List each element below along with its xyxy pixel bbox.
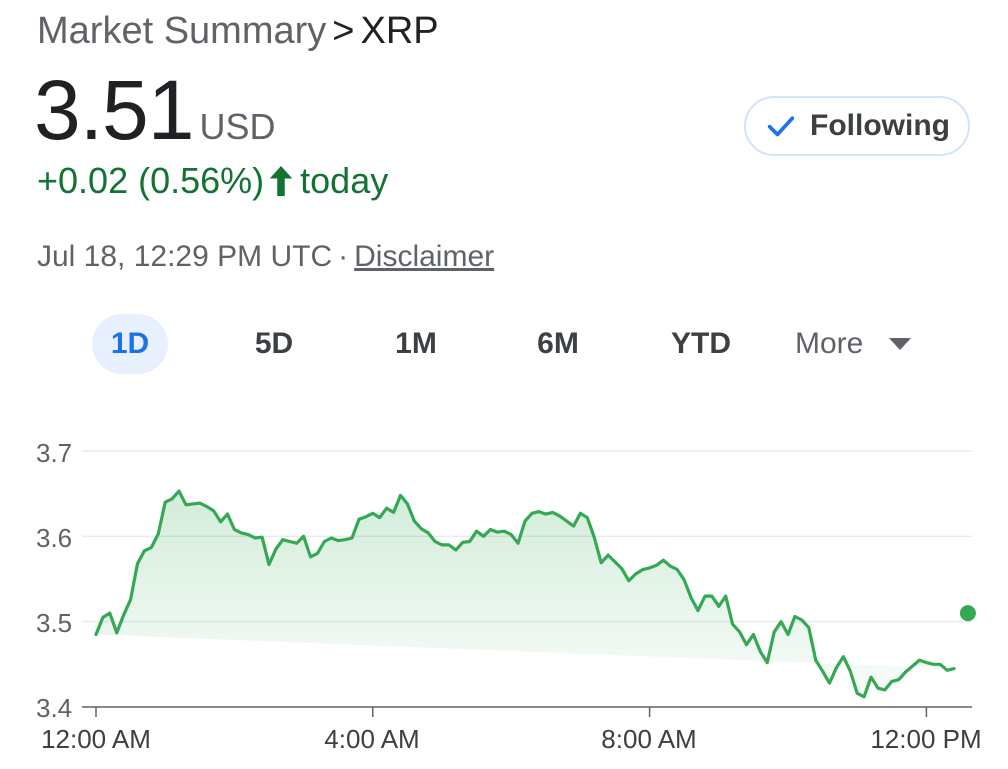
y-tick-label: 3.4 <box>36 693 72 723</box>
price-row: 3.51 USD <box>34 62 276 158</box>
chart-price-line[interactable] <box>94 489 956 699</box>
tab-more-label: More <box>795 327 864 360</box>
y-tick-label: 3.5 <box>36 608 72 638</box>
check-icon <box>767 116 795 137</box>
timestamp-separator: · <box>338 240 349 273</box>
price-change-row: +0.02 (0.56%) today <box>37 158 388 204</box>
caret-down-icon <box>889 338 912 350</box>
breadcrumb-market-summary-link[interactable]: Market Summary <box>37 10 327 52</box>
tab-1d[interactable]: 1D <box>92 314 168 374</box>
price-change-value: +0.02 (0.56%) <box>37 160 265 201</box>
tab-ytd[interactable]: YTD <box>671 327 731 360</box>
chart-area-fill <box>96 491 955 697</box>
y-tick-label: 3.7 <box>36 438 72 468</box>
breadcrumb: Market Summary > XRP <box>37 8 439 54</box>
arrow-up-icon <box>269 166 293 196</box>
following-button-label: Following <box>810 109 950 142</box>
x-tick-label: 12:00 PM <box>870 724 981 754</box>
x-tick-label: 8:00 AM <box>601 724 696 754</box>
chart-x-axis-ticks <box>95 707 928 717</box>
breadcrumb-separator: > <box>332 10 355 52</box>
tab-6m[interactable]: 6M <box>537 327 579 360</box>
tab-more-dropdown[interactable]: More <box>795 314 925 374</box>
quote-timestamp: Jul 18, 12:29 PM UTC <box>37 240 333 273</box>
disclaimer-link[interactable]: Disclaimer <box>354 240 495 273</box>
tab-1m[interactable]: 1M <box>395 327 437 360</box>
chart-x-axis-labels: 12:00 AM 4:00 AM 8:00 AM 12:00 PM <box>41 724 982 754</box>
current-price: 3.51 <box>34 63 194 157</box>
x-tick-label: 12:00 AM <box>41 724 151 754</box>
y-tick-label: 3.6 <box>36 523 72 553</box>
price-chart: 3.7 3.6 3.5 3.4 12:00 AM 4:00 AM 8:00 AM… <box>36 438 982 754</box>
x-tick-label: 4:00 AM <box>324 724 419 754</box>
tab-5d[interactable]: 5D <box>254 327 294 360</box>
following-button[interactable]: Following <box>744 96 970 156</box>
currency-label: USD <box>199 106 276 147</box>
chart-last-price-dot[interactable] <box>959 605 976 622</box>
breadcrumb-current-xrp: XRP <box>360 10 439 52</box>
price-change-period: today <box>300 160 389 201</box>
chart-y-axis-labels: 3.7 3.6 3.5 3.4 <box>36 438 72 723</box>
quote-timestamp-row: Jul 18, 12:29 PM UTC · Disclaimer <box>37 238 494 276</box>
